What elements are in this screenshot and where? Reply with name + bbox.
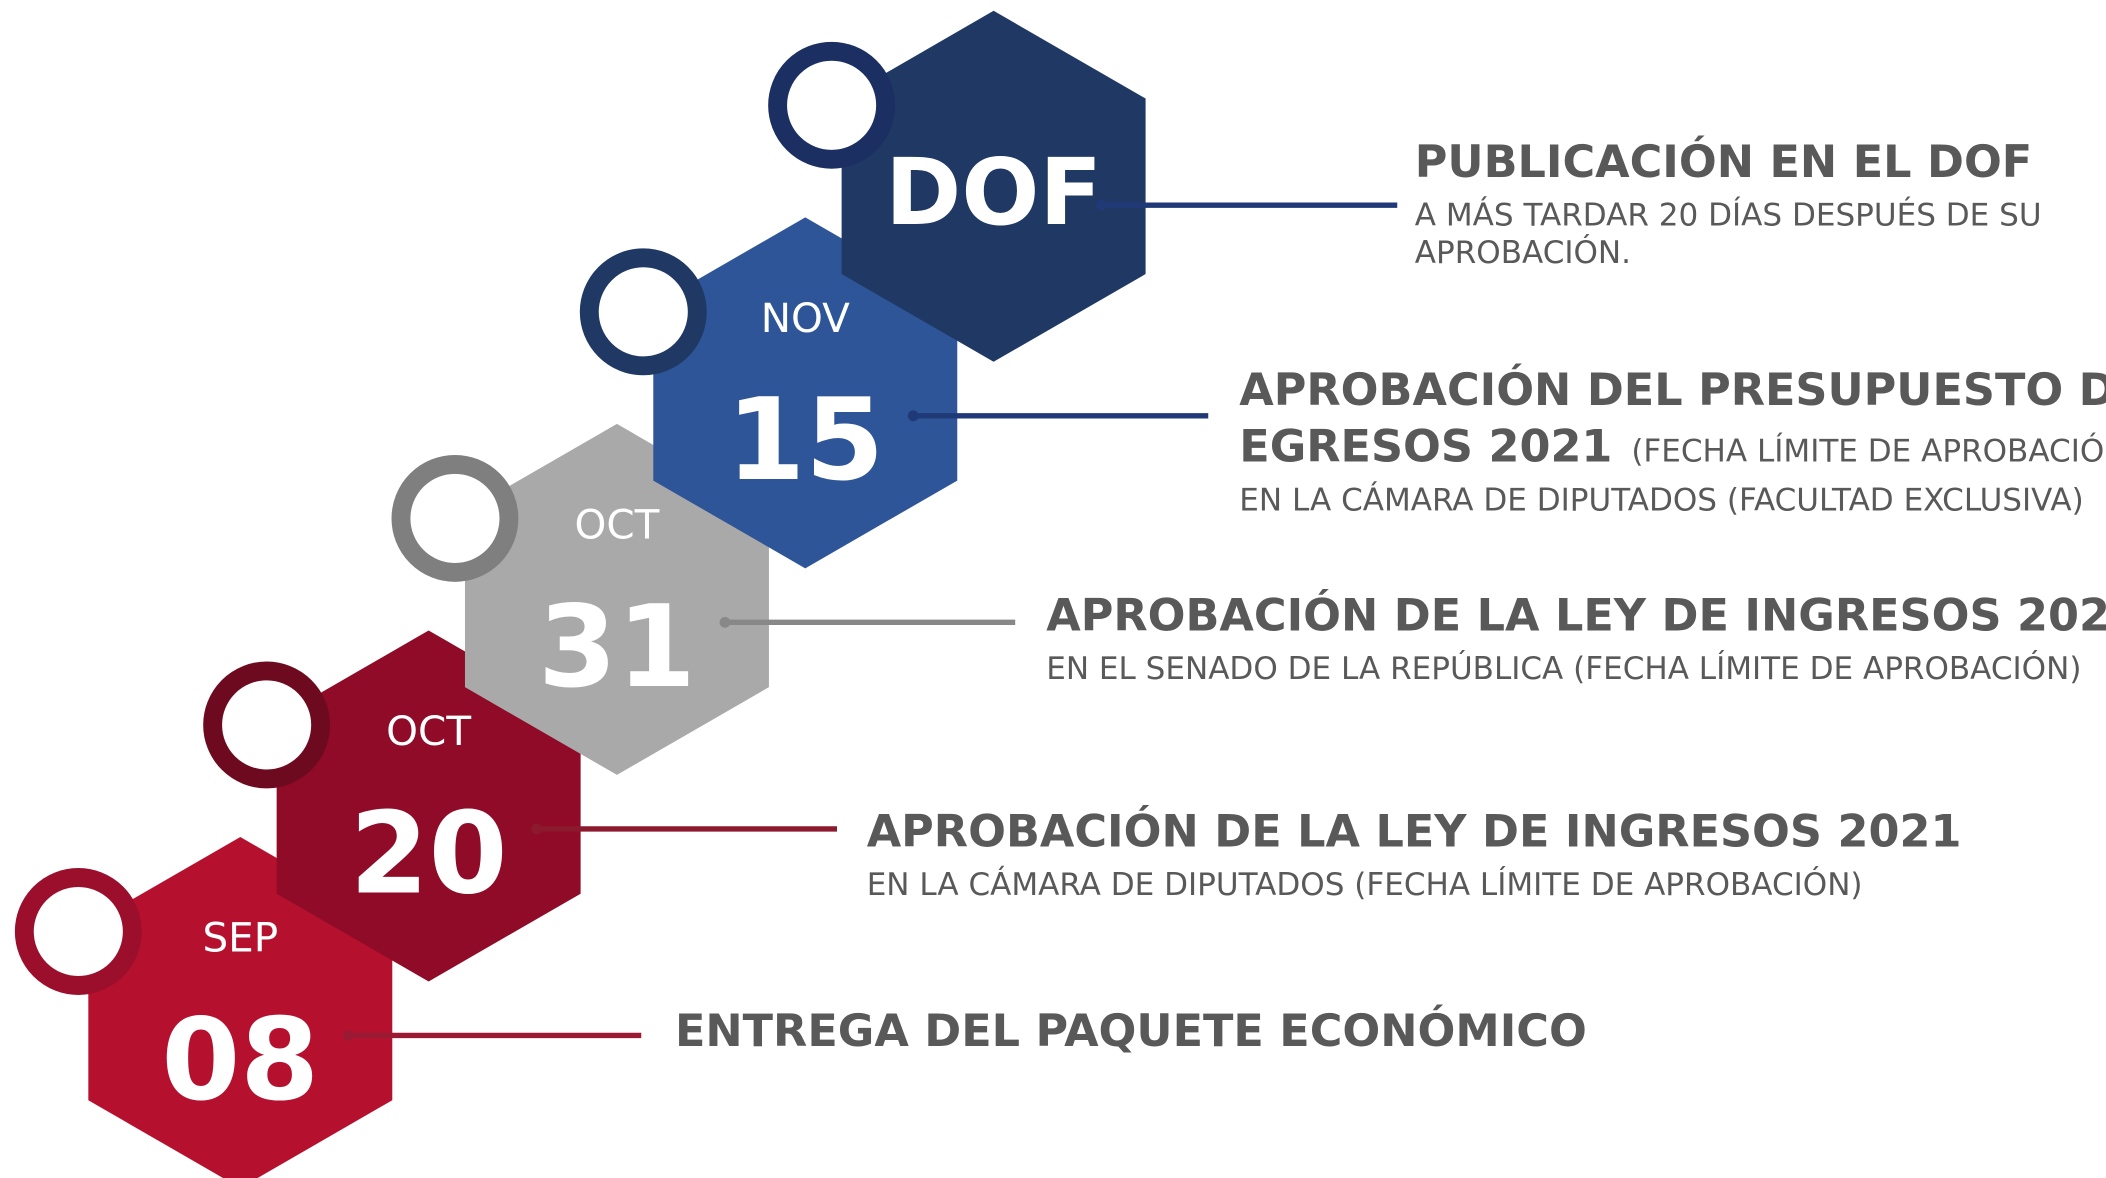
hexagon (464, 423, 769, 775)
ring (391, 454, 519, 582)
title-line: EGRESOS 2021 (1239, 421, 1612, 473)
day: 15 (726, 374, 884, 506)
ring (14, 868, 142, 995)
day: 20 (350, 787, 508, 919)
step-title: APROBACIÓN DE LA LEY DE INGRESOS 2021 (1046, 588, 2106, 641)
ring (203, 661, 331, 789)
month: NOV (761, 294, 850, 342)
step: NOV 15 APROBACIÓN DEL PRESUPUESTO DEEGRESO… (579, 217, 2106, 569)
ring (579, 248, 707, 376)
hexagon (276, 630, 581, 982)
month: SEP (202, 914, 278, 962)
title-line: PUBLICACIÓN EN EL DOF (1415, 135, 2032, 188)
title-line: ENTREGA DEL PAQUETE ECONÓMICO (675, 1004, 1587, 1057)
hexagon (653, 217, 958, 569)
step-title: EGRESOS 2021 (FECHA LÍMITE DE APROBACIÓN) (1239, 421, 2106, 473)
day: 31 (538, 581, 696, 713)
step: OCT 31 APROBACIÓN DE LA LEY DE INGRESOS 20… (391, 423, 2106, 775)
month: OCT (575, 501, 660, 549)
step-subtitle: A MÁS TARDAR 20 DÍAS DESPUÉS DE SU (1415, 195, 2042, 233)
step: DOF PUBLICACIÓN EN EL DOF A MÁS TARDAR 20 … (768, 10, 2042, 362)
title-line: APROBACIÓN DE LA LEY DE INGRESOS 2021 (1046, 588, 2106, 641)
title-line: APROBACIÓN DE LA LEY DE INGRESOS 2021 (867, 804, 1962, 857)
step: SEP 08 ENTREGA DEL PAQUETE ECONÓMICO (14, 836, 1587, 1178)
step-subtitle: EN LA CÁMARA DE DIPUTADOS (FACULTAD EXCL… (1239, 480, 2083, 518)
step-title: APROBACIÓN DE LA LEY DE INGRESOS 2021 (867, 804, 1962, 857)
day: 08 (161, 994, 319, 1126)
step-subtitle: EN EL SENADO DE LA REPÚBLICA (FECHA LÍMI… (1046, 648, 2081, 687)
step: OCT 20 APROBACIÓN DE LA LEY DE INGRESOS 20… (203, 630, 1962, 982)
ring (768, 41, 896, 169)
hexagon (88, 836, 393, 1178)
day: DOF (885, 139, 1102, 246)
step-title: PUBLICACIÓN EN EL DOF (1415, 135, 2032, 188)
step-title: APROBACIÓN DEL PRESUPUESTO DE (1239, 363, 2106, 416)
step-title: ENTREGA DEL PAQUETE ECONÓMICO (675, 1004, 1587, 1057)
title-note: (FECHA LÍMITE DE APROBACIÓN) (1631, 431, 2106, 470)
step-subtitle: EN LA CÁMARA DE DIPUTADOS (FECHA LÍMITE … (867, 864, 1863, 903)
title-line: APROBACIÓN DEL PRESUPUESTO DE (1239, 363, 2106, 416)
hexagon (841, 10, 1146, 362)
month: OCT (386, 707, 471, 755)
step-subtitle: APROBACIÓN. (1415, 232, 1631, 271)
